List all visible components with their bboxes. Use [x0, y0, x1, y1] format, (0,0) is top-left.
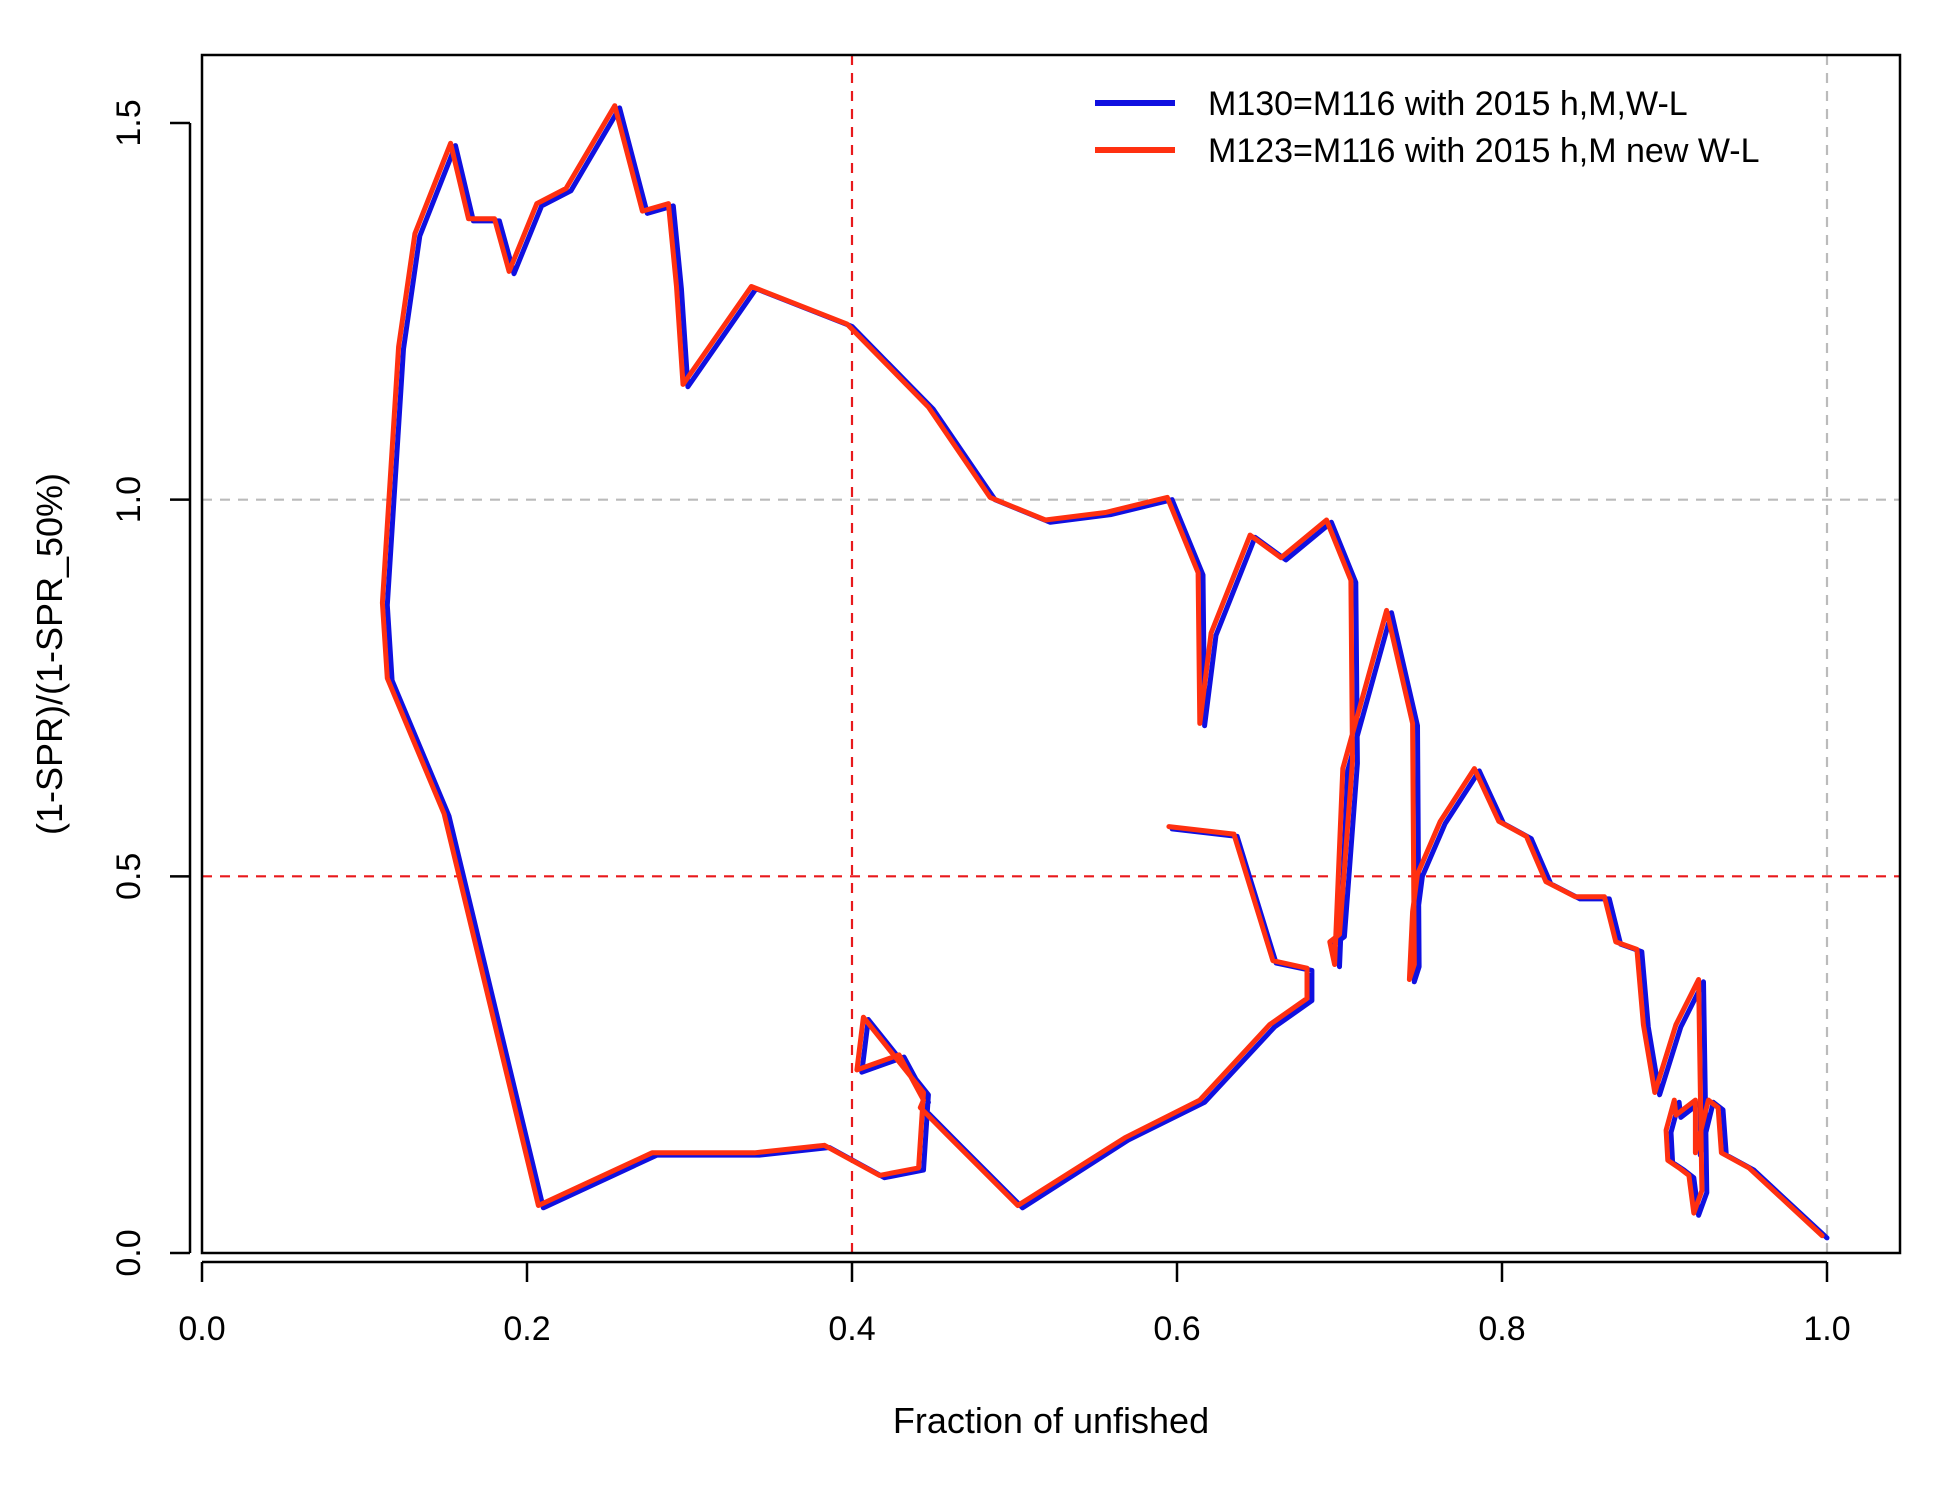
y-axis: 0.0 0.5 1.0 1.5: [110, 99, 192, 1277]
y-tick-label: 0.5: [110, 853, 148, 900]
x-axis-title: Fraction of unfished: [893, 1400, 1209, 1441]
x-tick-label: 0.8: [1478, 1310, 1525, 1348]
y-tick-label: 1.5: [110, 99, 148, 146]
series-line-2: [379, 103, 1825, 1239]
x-axis: 0.0 0.2 0.4 0.6 0.8 1.0: [178, 1260, 1851, 1348]
plot-frame: [200, 53, 1902, 1255]
legend: M130=M116 with 2015 h,M,W-L M123=M116 wit…: [1095, 85, 1760, 170]
y-tick-label: 0.0: [110, 1229, 148, 1276]
reference-lines: [202, 55, 1900, 1253]
legend-label-1: M130=M116 with 2015 h,M,W-L: [1208, 85, 1688, 123]
x-tick-label: 0.2: [503, 1310, 550, 1348]
x-tick-label: 0.0: [178, 1310, 225, 1348]
x-tick-label: 0.6: [1153, 1310, 1200, 1348]
legend-label-2: M123=M116 with 2015 h,M new W-L: [1208, 132, 1760, 170]
y-axis-title: (1-SPR)/(1-SPR_50%): [29, 473, 70, 835]
series-layer: [379, 103, 1830, 1241]
x-tick-label: 1.0: [1803, 1310, 1850, 1348]
series-line-1: [384, 105, 1830, 1241]
y-tick-label: 1.0: [110, 476, 148, 523]
x-tick-label: 0.4: [828, 1310, 875, 1348]
